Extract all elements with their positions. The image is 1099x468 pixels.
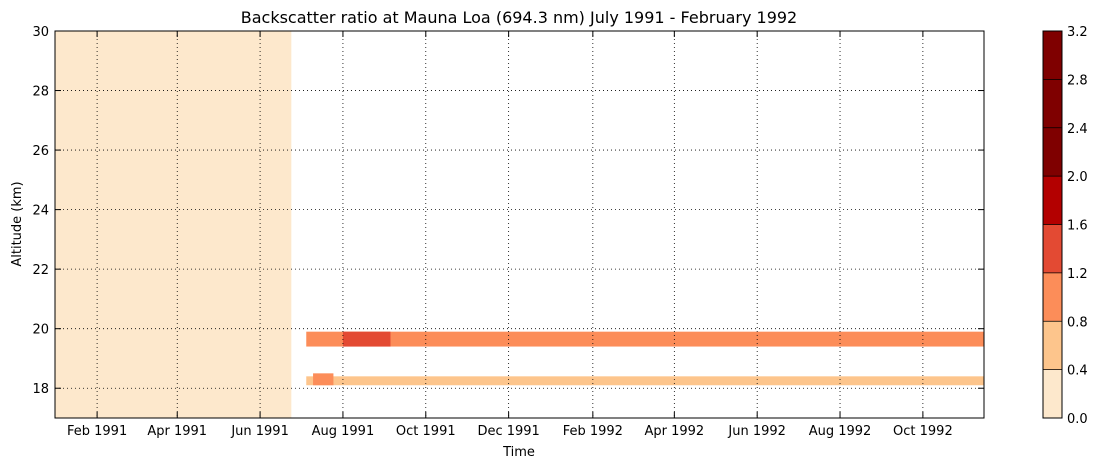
- colorbar-segment: [1043, 176, 1062, 225]
- x-tick-label: Feb 1991: [67, 424, 127, 439]
- x-tick-label: Jun 1992: [727, 424, 786, 439]
- contour-region: [313, 373, 334, 386]
- y-tick-label: 22: [32, 263, 49, 278]
- colorbar-tick-label: 2.8: [1067, 73, 1088, 88]
- colorbar-segment: [1043, 224, 1062, 273]
- x-tick-label: Jun 1991: [230, 424, 289, 439]
- y-tick-label: 24: [32, 204, 49, 219]
- colorbar-segment: [1043, 127, 1062, 177]
- y-tick-label: 28: [32, 85, 49, 100]
- colorbar-tick-label: 2.0: [1067, 170, 1088, 185]
- plot-frame: [54, 30, 985, 419]
- colorbar-tick-label: 1.2: [1067, 267, 1088, 282]
- chart-title: Backscatter ratio at Mauna Loa (694.3 nm…: [241, 8, 797, 27]
- colorbar-tick-label: 0.4: [1067, 364, 1088, 379]
- colorbar-tick-label: 1.6: [1067, 219, 1088, 234]
- colorbar-segment: [1043, 79, 1062, 128]
- x-tick-label: Oct 1991: [396, 424, 456, 439]
- colorbar-tick-label: 0.0: [1067, 412, 1088, 427]
- x-tick-label: Dec 1991: [477, 424, 539, 439]
- x-tick-label: Apr 1991: [147, 424, 207, 439]
- y-tick-label: 18: [32, 382, 49, 397]
- colorbar-tick-label: 3.2: [1067, 25, 1088, 40]
- colorbar-segment: [1043, 321, 1062, 370]
- y-axis: 18 20 22 24 26 28 30: [32, 25, 984, 397]
- plot-area: [55, 31, 984, 418]
- x-axis: Feb 1991 Apr 1991 Jun 1991 Aug 1991 Oct 1991…: [67, 31, 953, 439]
- colorbar: 0.0 0.4 0.8 1.2 1.6 2.0 2.4 2.8 3.2: [1042, 25, 1088, 427]
- x-tick-label: Oct 1992: [893, 424, 953, 439]
- y-tick-label: 20: [32, 323, 49, 338]
- colorbar-segment: [1043, 31, 1062, 80]
- y-tick-label: 30: [32, 25, 49, 40]
- contour-region: [306, 331, 984, 347]
- contour-region: [306, 376, 984, 386]
- x-tick-label: Aug 1991: [312, 424, 375, 439]
- colorbar-tick-label: 0.8: [1067, 315, 1088, 330]
- contour-region: [55, 31, 292, 418]
- contour-region: [342, 331, 391, 347]
- colorbar-segment: [1043, 272, 1062, 322]
- colorbar-tick-label: 2.4: [1067, 122, 1088, 137]
- x-tick-label: Aug 1992: [809, 424, 872, 439]
- x-tick-label: Apr 1992: [644, 424, 704, 439]
- x-axis-label: Time: [502, 445, 535, 460]
- y-axis-label: Altitude (km): [10, 181, 25, 266]
- y-tick-label: 26: [32, 144, 49, 159]
- x-tick-label: Feb 1992: [563, 424, 623, 439]
- colorbar-segment: [1043, 369, 1062, 418]
